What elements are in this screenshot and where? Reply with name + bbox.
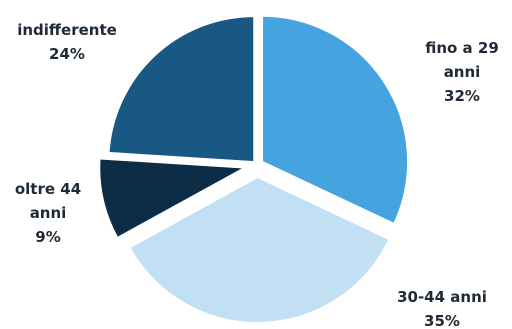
- percent-label: 24%: [49, 45, 85, 63]
- pie-slice-indifferente: [107, 15, 256, 164]
- slice-label-indifferente: indifferente 24%: [17, 21, 117, 63]
- slice-label-fino-a-29-anni: fino a 29 anni 32%: [425, 39, 499, 105]
- pie-slice-fino-a-29-anni: [261, 14, 410, 226]
- label-line-indifferente: indifferente: [17, 21, 117, 39]
- percent-label: 9%: [35, 228, 60, 246]
- label-line-anni: anni: [30, 204, 67, 222]
- label-line-30-44-anni: 30-44 anni: [397, 288, 487, 306]
- label-line-oltre-44: oltre 44: [15, 180, 81, 198]
- pie-slices: [98, 14, 410, 324]
- pie-slice-30-44-anni: [128, 175, 391, 324]
- percent-label: 35%: [424, 312, 460, 329]
- slice-label-oltre-44-anni: oltre 44 anni 9%: [15, 180, 81, 246]
- pie-slice-oltre-44-anni: [98, 157, 249, 240]
- percent-label: 32%: [444, 87, 480, 105]
- label-line-fino-a-29: fino a 29: [425, 39, 499, 57]
- label-line-anni: anni: [444, 63, 481, 81]
- slice-label-30-44-anni: 30-44 anni 35%: [397, 288, 487, 329]
